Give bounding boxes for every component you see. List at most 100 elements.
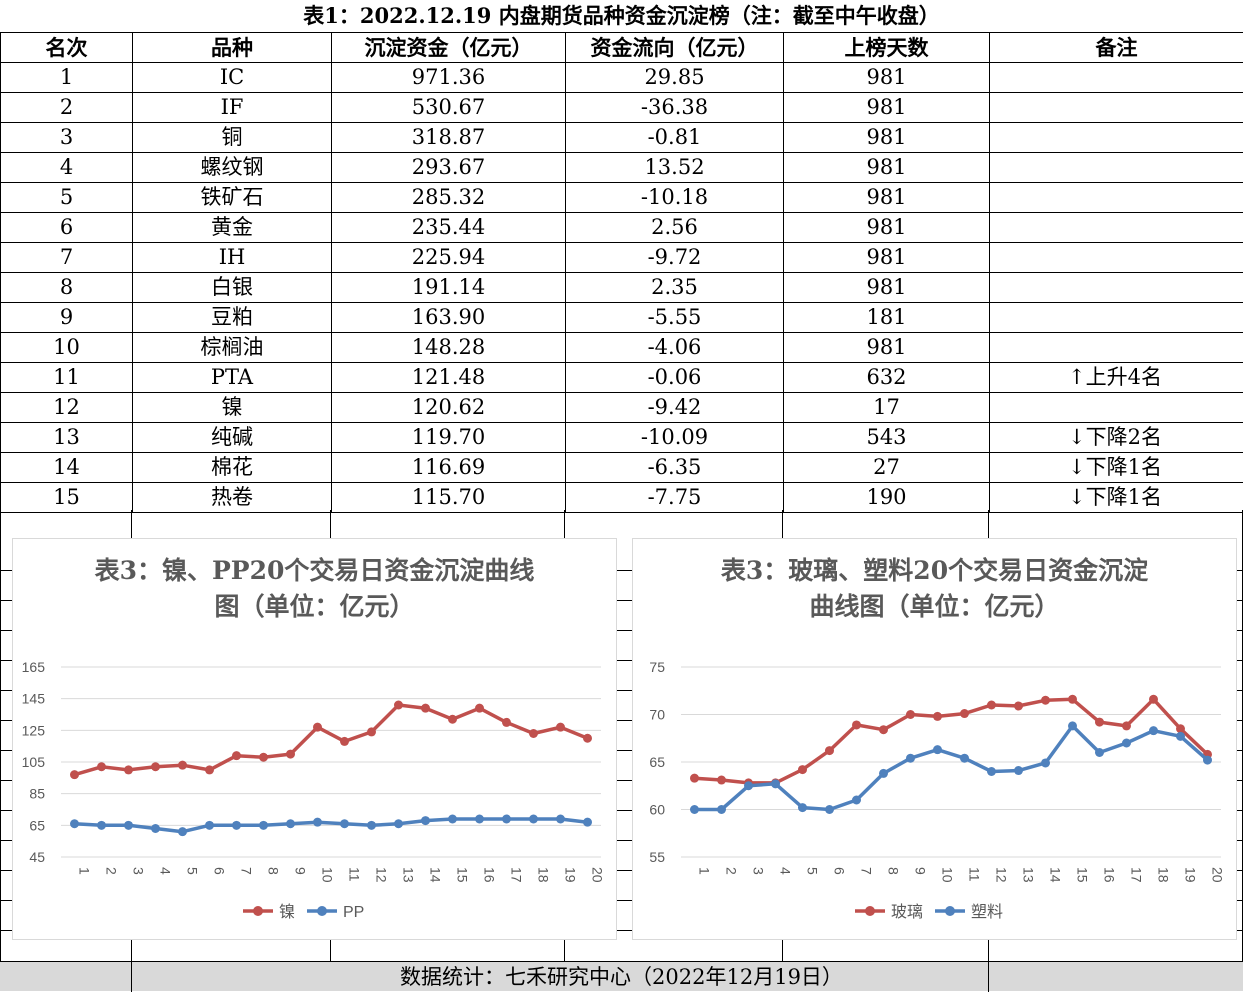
x-tick-label: 20 [590,867,606,883]
data-point [1014,701,1023,710]
data-point [1041,758,1050,767]
header-flow: 资金流向（亿元） [566,33,784,63]
rank-cell: 2 [1,93,133,123]
data-point [690,805,699,814]
data-point [394,819,403,828]
data-point [529,815,538,824]
y-tick-label: 105 [22,754,46,770]
note-cell [990,183,1243,213]
data-point [825,805,834,814]
x-tick-label: 13 [1021,867,1037,883]
data-point [421,816,430,825]
data-point [1122,721,1131,730]
name-cell: 铜 [133,123,332,153]
name-cell: IH [133,243,332,273]
rank-cell: 15 [1,483,133,513]
flow-cell: -9.72 [566,243,784,273]
flow-cell: 29.85 [566,63,784,93]
fund-cell: 293.67 [332,153,566,183]
data-point [151,762,160,771]
x-tick-label: 8 [886,867,902,875]
table-header-row: 名次 品种 沉淀资金（亿元） 资金流向（亿元） 上榜天数 备注 [1,33,1243,63]
flow-cell: 2.35 [566,273,784,303]
data-point [1068,721,1077,730]
data-point [1014,766,1023,775]
x-tick-label: 4 [778,867,794,875]
x-tick-label: 7 [239,867,255,875]
y-tick-label: 65 [649,754,665,770]
x-tick-label: 2 [724,867,740,875]
days-cell: 981 [784,63,990,93]
name-cell: 镍 [133,393,332,423]
data-point [502,718,511,727]
x-tick-label: 16 [1102,867,1118,883]
y-tick-label: 145 [22,691,46,707]
table-title: 表1：2022.12.19 内盘期货品种资金沉淀榜（注：截至中午收盘） [0,0,1243,32]
days-cell: 981 [784,123,990,153]
rank-cell: 6 [1,213,133,243]
days-cell: 981 [784,183,990,213]
days-cell: 632 [784,363,990,393]
data-point [960,754,969,763]
data-point [1149,695,1158,704]
x-tick-label: 12 [374,867,390,883]
x-tick-label: 1 [77,867,93,875]
x-tick-label: 3 [131,867,147,875]
legend-marker-0 [253,906,263,916]
note-cell: ↑上升4名 [990,363,1243,393]
days-cell: 181 [784,303,990,333]
flow-cell: -7.75 [566,483,784,513]
rank-cell: 8 [1,273,133,303]
data-point [1149,726,1158,735]
data-point [906,710,915,719]
x-tick-label: 9 [293,867,309,875]
data-point [852,796,861,805]
data-point [286,750,295,759]
rank-cell: 13 [1,423,133,453]
data-point [259,753,268,762]
note-cell [990,273,1243,303]
note-cell [990,93,1243,123]
legend-label-0: 镍 [279,903,295,921]
flow-cell: 13.52 [566,153,784,183]
name-cell: 棉花 [133,453,332,483]
x-tick-label: 5 [805,867,821,875]
legend-marker-1 [945,906,955,916]
x-tick-label: 11 [347,867,363,882]
fund-cell: 115.70 [332,483,566,513]
y-tick-label: 65 [29,817,45,833]
note-cell [990,243,1243,273]
data-point [97,762,106,771]
flow-cell: -6.35 [566,453,784,483]
y-tick-label: 125 [22,722,46,738]
data-point [259,821,268,830]
name-cell: 纯碱 [133,423,332,453]
note-cell: ↓下降1名 [990,453,1243,483]
x-tick-label: 11 [967,867,983,882]
data-point [421,704,430,713]
data-point [394,701,403,710]
fund-cell: 148.28 [332,333,566,363]
note-cell [990,153,1243,183]
x-tick-label: 18 [1156,867,1172,883]
data-point [502,815,511,824]
x-tick-label: 4 [158,867,174,875]
y-tick-label: 85 [29,786,45,802]
data-point [205,765,214,774]
data-point [232,821,241,830]
rank-cell: 9 [1,303,133,333]
days-cell: 981 [784,273,990,303]
x-tick-label: 13 [401,867,417,883]
data-point [340,819,349,828]
rank-cell: 10 [1,333,133,363]
days-cell: 981 [784,93,990,123]
data-point [286,819,295,828]
name-cell: IC [133,63,332,93]
